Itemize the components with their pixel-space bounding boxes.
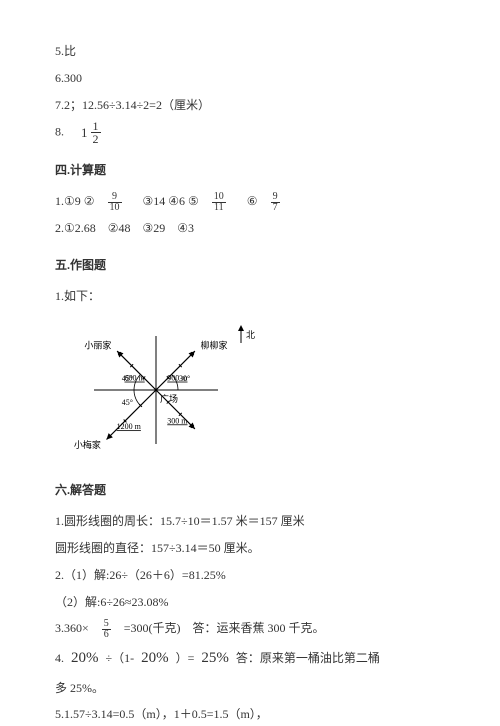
svg-text:30°: 30° bbox=[179, 375, 190, 384]
sec6-r1a: 1.圆形线圈的周长：15.7÷10＝1.57 米＝157 厘米 bbox=[55, 510, 445, 533]
percent-value: 25% bbox=[201, 650, 229, 666]
fraction: 910 bbox=[108, 192, 122, 213]
svg-text:小梅家: 小梅家 bbox=[74, 440, 101, 451]
text: 4. bbox=[55, 651, 64, 665]
sec6-r4-line2: 多 25%。 bbox=[55, 677, 445, 700]
text: 答：原来第一桶油比第二桶 bbox=[236, 651, 380, 665]
fraction: 1011 bbox=[212, 192, 226, 213]
text: ③14 ④6 ⑤ bbox=[143, 194, 199, 208]
text: 3.360× bbox=[55, 621, 89, 635]
text: 1.①9 ② bbox=[55, 194, 95, 208]
direction-diagram: 广场北柳柳家900 m30°小丽家600 m45°小梅家1200 m45°300… bbox=[61, 315, 261, 465]
svg-text:45°: 45° bbox=[122, 398, 133, 407]
answer-6: 6.300 bbox=[55, 67, 445, 90]
section-6-heading: 六.解答题 bbox=[55, 479, 445, 502]
svg-text:柳柳家: 柳柳家 bbox=[201, 340, 228, 351]
answer-5: 5.比 bbox=[55, 40, 445, 63]
whole-part: 1 bbox=[81, 125, 88, 140]
text: ）= bbox=[176, 651, 195, 665]
sec6-r1b: 圆形线圈的直径：157÷3.14＝50 厘米。 bbox=[55, 537, 445, 560]
sec5-row1: 1.如下： bbox=[55, 285, 445, 308]
denominator: 2 bbox=[91, 133, 101, 145]
section-4-heading: 四.计算题 bbox=[55, 159, 445, 182]
svg-text:小丽家: 小丽家 bbox=[84, 340, 111, 351]
denominator: 11 bbox=[212, 203, 226, 213]
sec6-r3: 3.360× 56 =300(千克) 答：运来香蕉 300 千克。 bbox=[55, 617, 445, 640]
text: ⑥ bbox=[247, 194, 258, 208]
denominator: 7 bbox=[271, 203, 280, 213]
sec6-r2a: 2.（1）解:26÷（26＋6）=81.25% bbox=[55, 564, 445, 587]
fraction: 56 bbox=[102, 619, 111, 640]
answer-7: 7.2；12.56÷3.14÷2=2（厘米） bbox=[55, 94, 445, 117]
svg-text:北: 北 bbox=[246, 330, 255, 340]
percent-value: 20% bbox=[141, 650, 169, 666]
sec4-row1: 1.①9 ② 910 ③14 ④6 ⑤ 1011 ⑥ 97 bbox=[55, 190, 445, 213]
sec6-r4: 4. 20% ÷（1- 20% ）= 25% 答：原来第一桶油比第二桶 bbox=[55, 644, 445, 673]
section-5-heading: 五.作图题 bbox=[55, 254, 445, 277]
answer-8: 8. 112 bbox=[55, 120, 445, 145]
text: =300(千克) 答：运来香蕉 300 千克。 bbox=[124, 621, 325, 635]
sec4-row2: 2.①2.68 ②48 ③29 ④3 bbox=[55, 217, 445, 240]
percent-value: 20% bbox=[71, 650, 99, 666]
text: ÷（1- bbox=[106, 651, 135, 665]
svg-text:300 m: 300 m bbox=[167, 417, 188, 426]
fraction: 97 bbox=[271, 192, 280, 213]
svg-text:1200 m: 1200 m bbox=[117, 423, 142, 432]
answer-8-prefix: 8. bbox=[55, 125, 64, 139]
denominator: 10 bbox=[108, 203, 122, 213]
sec6-r2b: （2）解:6÷26≈23.08% bbox=[55, 591, 445, 614]
mixed-fraction: 112 bbox=[81, 125, 103, 139]
svg-text:45°: 45° bbox=[122, 375, 133, 384]
fraction: 12 bbox=[91, 120, 101, 145]
denominator: 6 bbox=[102, 630, 111, 640]
